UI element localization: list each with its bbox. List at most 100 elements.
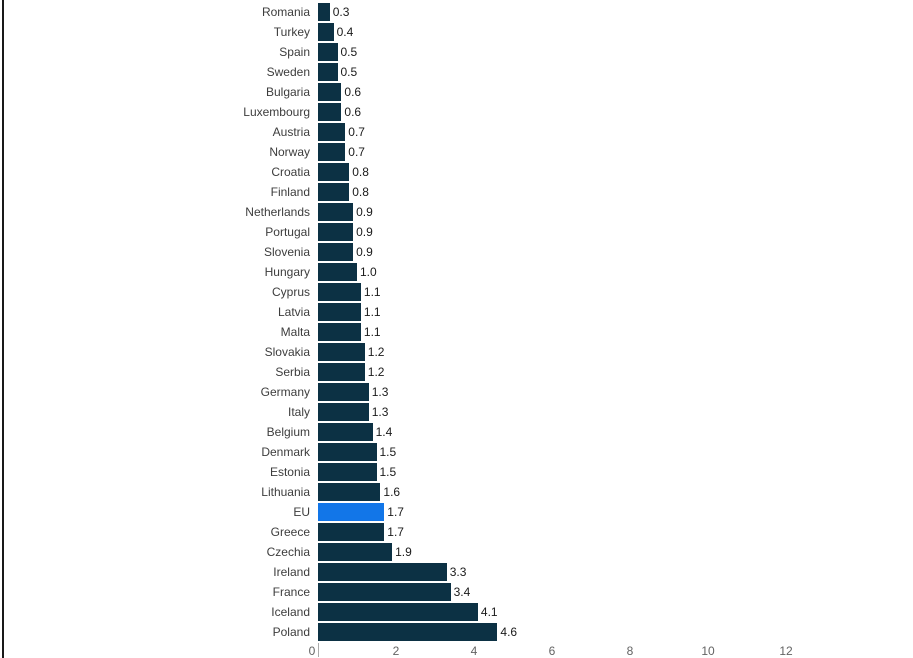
bar[interactable] [318, 203, 354, 221]
value-label: 3.4 [453, 585, 471, 599]
bar-plot-area: 0.8 [318, 183, 913, 201]
category-label: Serbia [275, 365, 310, 379]
bar-plot-area: 0.9 [318, 243, 913, 261]
bar-plot-area: 1.2 [318, 363, 913, 381]
bar[interactable] [318, 383, 369, 401]
bar[interactable] [318, 323, 361, 341]
bar-plot-area: 1.1 [318, 283, 913, 301]
category-label: Lithuania [261, 485, 310, 499]
category-label: Ireland [273, 565, 310, 579]
value-label: 0.7 [348, 125, 365, 139]
bar[interactable] [318, 243, 354, 261]
bar-row: Croatia 0.8 [0, 162, 913, 182]
value-label: 4.6 [500, 625, 518, 639]
bar[interactable] [318, 223, 354, 241]
category-label: Spain [279, 45, 310, 59]
bar-plot-area: 1.9 [318, 543, 913, 561]
bar[interactable] [318, 283, 361, 301]
bar-row: Czechia 1.9 [0, 542, 913, 562]
category-label: Finland [270, 185, 310, 199]
value-label: 3.3 [449, 565, 467, 579]
bar-row: Hungary 1.0 [0, 262, 913, 282]
bar-row: Finland 0.8 [0, 182, 913, 202]
bar-row: Norway 0.7 [0, 142, 913, 162]
bar[interactable] [318, 163, 350, 181]
category-label: Austria [272, 125, 310, 139]
value-label: 1.5 [379, 445, 397, 459]
value-label: 1.5 [379, 465, 397, 479]
value-label: 4.1 [480, 605, 498, 619]
bar[interactable] [318, 23, 334, 41]
bar-plot-area: 1.6 [318, 483, 913, 501]
bar[interactable] [318, 183, 350, 201]
bar[interactable] [318, 523, 385, 541]
bar-row: Italy 1.3 [0, 402, 913, 422]
bar-row: Cyprus 1.1 [0, 282, 913, 302]
value-label: 0.7 [348, 145, 365, 159]
value-label: 1.3 [371, 405, 389, 419]
bar[interactable] [318, 483, 381, 501]
bar-row: Greece 1.7 [0, 522, 913, 542]
bar[interactable] [318, 363, 365, 381]
category-label: Cyprus [271, 285, 310, 299]
bar[interactable] [318, 303, 361, 321]
bar-row: Poland 4.6 [0, 622, 913, 642]
bar[interactable] [318, 263, 357, 281]
bar-row: Bulgaria 0.6 [0, 82, 913, 102]
bar[interactable] [318, 403, 369, 421]
bar-row: Estonia 1.5 [0, 462, 913, 482]
x-axis-tick-label: 4 [470, 644, 478, 658]
bar[interactable] [318, 603, 478, 621]
bar[interactable] [318, 143, 346, 161]
bar-plot-area: 0.7 [318, 143, 913, 161]
bar[interactable] [318, 43, 338, 61]
x-axis-tick-label: 6 [548, 644, 556, 658]
bar[interactable] [318, 563, 447, 581]
bar-plot-area: 1.1 [318, 323, 913, 341]
category-label: Sweden [266, 65, 310, 79]
bar[interactable] [318, 343, 365, 361]
bar[interactable] [318, 583, 451, 601]
category-label: Belgium [266, 425, 310, 439]
bar-plot-area: 0.8 [318, 163, 913, 181]
bar[interactable] [318, 623, 498, 641]
bar-plot-area: 0.9 [318, 203, 913, 221]
bar-highlight[interactable] [318, 503, 385, 521]
bar[interactable] [318, 423, 373, 441]
x-axis: 0 2 4 6 8 10 12 [0, 643, 913, 658]
value-label: 1.7 [387, 525, 404, 539]
bar-row: Romania 0.3 [0, 2, 913, 22]
bar-plot-area: 4.1 [318, 603, 913, 621]
category-label: Czechia [266, 545, 310, 559]
value-label: 0.8 [352, 185, 369, 199]
bar[interactable] [318, 443, 377, 461]
bar-plot-area: 1.0 [318, 263, 913, 281]
bar[interactable] [318, 123, 346, 141]
bar-row: Latvia 1.1 [0, 302, 913, 322]
value-label: 1.7 [387, 505, 404, 519]
category-label: Croatia [271, 165, 310, 179]
chart-rows: Romania 0.3 Turkey 0.4 Spain 0.5 Sweden 0.5 Bulg… [0, 2, 913, 642]
bar[interactable] [318, 543, 393, 561]
value-label: 1.0 [360, 265, 377, 279]
category-label: Greece [270, 525, 310, 539]
bar[interactable] [318, 63, 338, 81]
value-label: 1.1 [363, 325, 381, 339]
value-label: 0.4 [336, 25, 354, 39]
category-label: Denmark [261, 445, 310, 459]
category-label: Iceland [271, 605, 310, 619]
bar[interactable] [318, 103, 342, 121]
category-label: Portugal [265, 225, 310, 239]
category-label: Turkey [273, 25, 310, 39]
bar[interactable] [318, 3, 330, 21]
bar[interactable] [318, 463, 377, 481]
bar[interactable] [318, 83, 342, 101]
bar-row: Luxembourg 0.6 [0, 102, 913, 122]
bar-row: Austria 0.7 [0, 122, 913, 142]
x-axis-tick-label: 8 [626, 644, 634, 658]
bar-row: Slovenia 0.9 [0, 242, 913, 262]
value-label: 0.5 [340, 65, 358, 79]
value-label: 1.9 [395, 545, 412, 559]
bar-row: Malta 1.1 [0, 322, 913, 342]
